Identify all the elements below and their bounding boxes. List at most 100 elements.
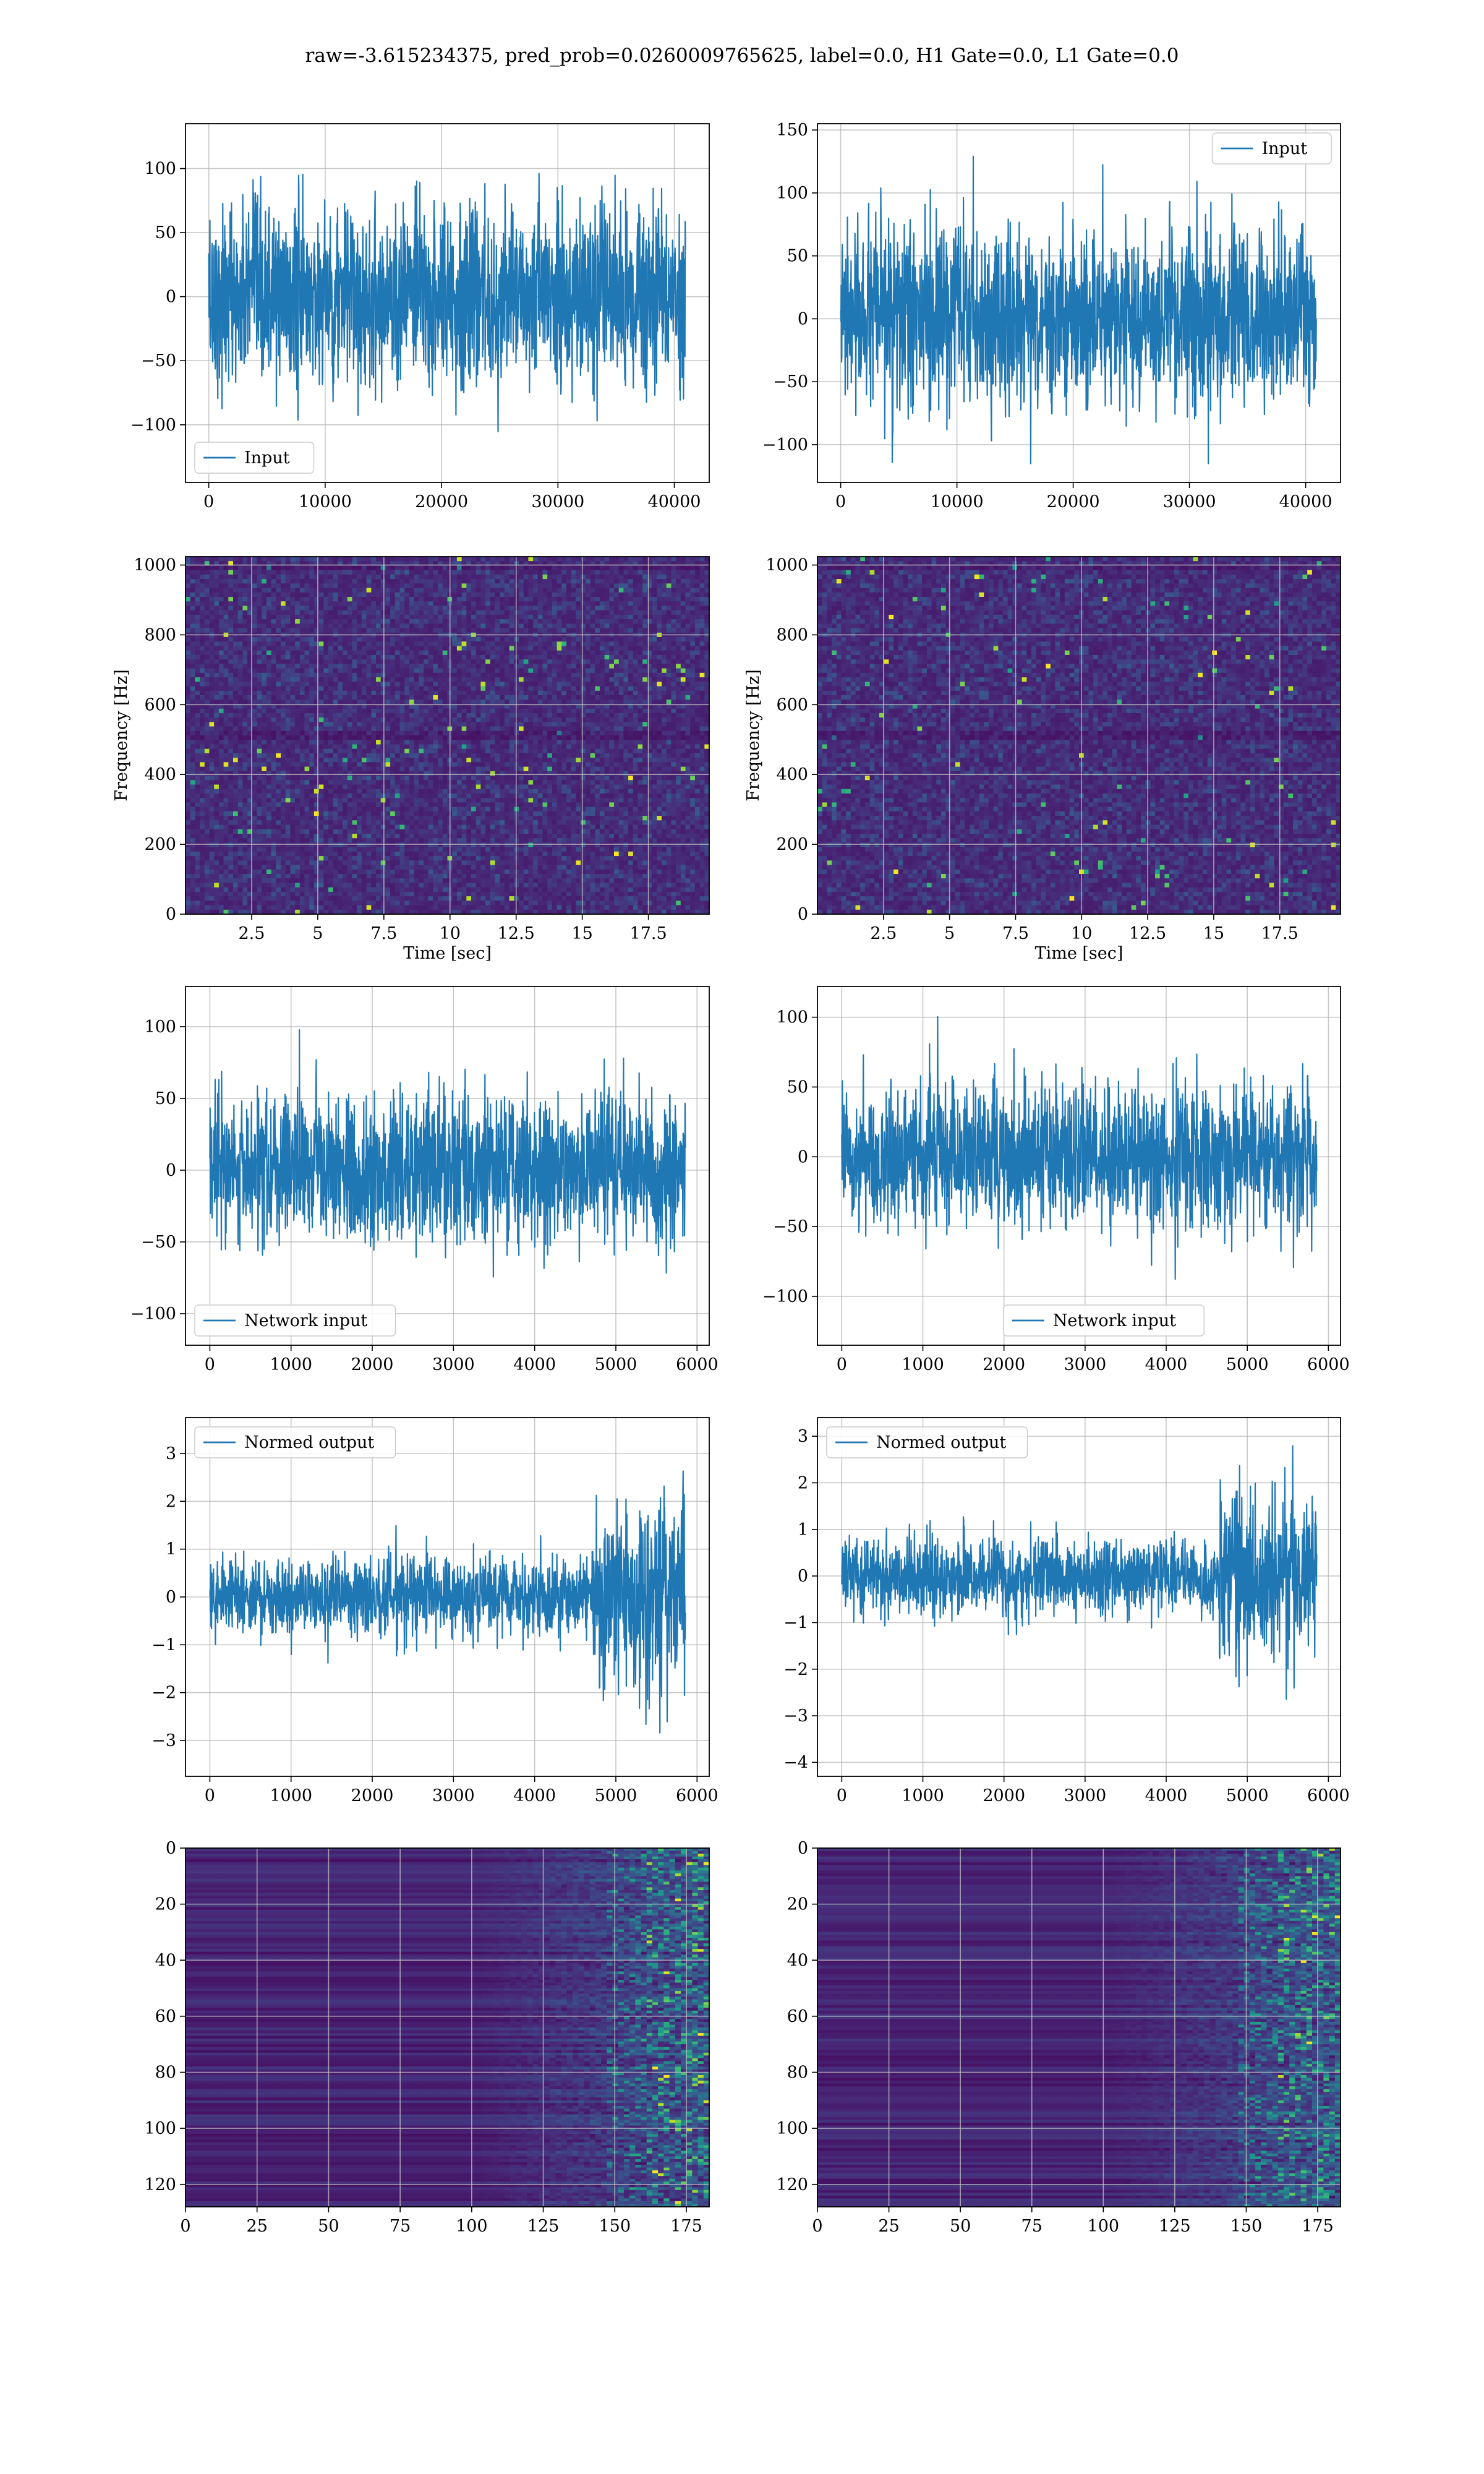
spectrogram-h1-cells [186,557,710,915]
spectrogram-h1-ylabel: Frequency [Hz] [112,669,131,801]
input-l1-ytick-label: −100 [762,435,808,455]
input-h1-ytick-label: 50 [155,223,176,242]
spectrogram-h1-xtick-label: 17.5 [630,924,667,943]
network-input-h1-ytick-label: 50 [155,1089,176,1108]
spectrogram-h1-ytick-label: 600 [144,695,176,714]
spectrogram-h1-ytick-label: 200 [144,835,176,854]
network-input-l1-legend-label: Network input [1053,1311,1176,1330]
feature-map-h1-ytick-label: 120 [144,2175,176,2194]
normed-output-l1-xtick-label: 2000 [983,1786,1025,1805]
figure-title: raw=-3.615234375, pred_prob=0.0260009765… [305,45,1179,67]
spectrogram-l1-ytick-label: 600 [776,695,808,714]
spectrogram-l1-ytick-label: 200 [776,835,808,854]
spectrogram-l1-xtick-label: 15 [1203,924,1224,943]
feature-map-l1-xtick-label: 125 [1159,2217,1191,2236]
feature-map-h1-xtick-label: 150 [599,2217,631,2236]
spectrogram-h1-xtick-label: 10 [440,924,461,943]
input-l1-ytick-label: 100 [776,184,808,203]
network-input-h1-xtick-label: 6000 [676,1355,719,1374]
spectrogram-h1-ytick-label: 0 [166,905,176,924]
network-input-h1-xtick-label: 2000 [351,1355,394,1374]
spectrogram-l1-xtick-label: 2.5 [870,924,897,943]
feature-map-h1-ytick-label: 80 [155,2063,176,2082]
feature-map-l1-ytick-label: 40 [787,1951,808,1970]
feature-map-l1-xtick-label: 175 [1302,2217,1334,2236]
input-h1-ytick-label: 0 [166,288,176,307]
normed-output-h1-xtick-label: 6000 [676,1786,719,1805]
normed-output-h1-ytick-label: 0 [166,1588,176,1607]
input-l1-xtick-label: 20000 [1047,492,1100,511]
normed-output-l1-ytick-label: 2 [798,1473,808,1492]
normed-output-l1-ytick-label: 3 [798,1427,808,1446]
feature-map-h1-ytick-label: 100 [144,2119,176,2138]
feature-map-h1-xtick-label: 75 [390,2217,411,2236]
spectrogram-h1-ytick-label: 800 [144,625,176,644]
normed-output-h1-ytick-label: −3 [151,1731,176,1750]
input-h1-xtick-label: 20000 [415,492,468,511]
network-input-l1-legend: Network input [1004,1305,1205,1336]
network-input-l1-xtick-label: 3000 [1064,1355,1106,1374]
network-input-h1-ytick-label: 0 [166,1161,176,1180]
input-l1-ytick-label: 0 [798,309,808,328]
feature-map-h1-ytick-label: 20 [155,1895,176,1914]
normed-output-h1-ytick-label: 3 [166,1444,176,1463]
input-l1-legend-label: Input [1262,139,1308,158]
normed-output-h1-xtick-label: 0 [205,1786,215,1805]
input-h1-xtick-label: 30000 [531,492,584,511]
spectrogram-l1-xtick-label: 7.5 [1002,924,1029,943]
feature-map-l1-ytick-label: 0 [798,1839,808,1858]
network-input-l1-xtick-label: 0 [837,1355,847,1374]
input-l1-xtick-label: 30000 [1163,492,1216,511]
normed-output-h1-ytick-label: −1 [151,1635,176,1654]
normed-output-h1-legend: Normed output [195,1427,396,1458]
spectrogram-h1-xtick-label: 7.5 [370,924,397,943]
spectrogram-l1-xtick-label: 17.5 [1261,924,1298,943]
spectrogram-l1-ytick-label: 400 [776,765,808,784]
network-input-h1-legend: Network input [195,1305,396,1336]
network-input-h1-xtick-label: 5000 [595,1355,638,1374]
spectrogram-l1-ytick-label: 0 [798,905,808,924]
feature-map-l1-cells [817,1848,1341,2207]
feature-map-l1-xtick-label: 25 [878,2217,899,2236]
spectrogram-l1-panel: 2.5 5 7.5 10 12.5 15 17.502004006008001000Time… [744,556,1341,963]
input-l1-ytick-label: 150 [776,121,808,140]
normed-output-l1-xtick-label: 1000 [902,1786,944,1805]
spectrogram-l1-ytick-label: 800 [776,625,808,644]
input-h1-legend-label: Input [244,448,290,468]
network-input-h1-xtick-label: 3000 [432,1355,475,1374]
spectrogram-l1-ylabel: Frequency [Hz] [744,669,763,801]
network-input-l1-ytick-label: 0 [798,1147,808,1166]
input-h1-xtick-label: 0 [203,492,214,511]
feature-map-l1-ytick-label: 80 [787,2063,808,2082]
network-input-h1-xtick-label: 0 [205,1355,215,1374]
input-h1-ytick-label: 100 [144,160,176,179]
input-l1-xtick-label: 0 [835,492,846,511]
input-l1-ytick-label: 50 [787,247,808,266]
feature-map-h1-ytick-label: 60 [155,2007,176,2026]
network-input-h1-ytick-label: −50 [141,1233,176,1252]
feature-map-h1-xtick-label: 25 [247,2217,268,2236]
feature-map-h1-xtick-label: 0 [180,2217,190,2236]
normed-output-l1-legend-label: Normed output [876,1433,1006,1452]
network-input-h1-legend-label: Network input [244,1311,367,1330]
feature-map-l1-xtick-label: 100 [1088,2217,1120,2236]
network-input-h1-ytick-label: 100 [144,1017,176,1037]
normed-output-l1-ytick-label: 1 [798,1520,808,1539]
normed-output-h1-xtick-label: 2000 [351,1786,394,1805]
feature-map-l1-xtick-label: 75 [1021,2217,1043,2236]
feature-map-l1-ytick-label: 120 [776,2175,808,2194]
spectrogram-l1-xtick-label: 10 [1071,924,1092,943]
input-h1-ytick-label: −100 [130,416,176,435]
feature-map-l1-xtick-label: 50 [950,2217,971,2236]
input-l1-xtick-label: 10000 [931,492,984,511]
normed-output-l1-xtick-label: 4000 [1145,1786,1188,1805]
spectrogram-h1-xtick-label: 15 [571,924,592,943]
network-input-l1-xtick-label: 1000 [902,1355,944,1374]
normed-output-l1-ytick-label: −1 [783,1613,808,1632]
input-l1-xtick-label: 40000 [1279,492,1333,511]
input-h1-xtick-label: 40000 [648,492,701,511]
feature-map-h1-xtick-label: 125 [527,2217,560,2236]
feature-map-h1-xtick-label: 175 [670,2217,702,2236]
normed-output-l1-xtick-label: 6000 [1307,1786,1350,1805]
